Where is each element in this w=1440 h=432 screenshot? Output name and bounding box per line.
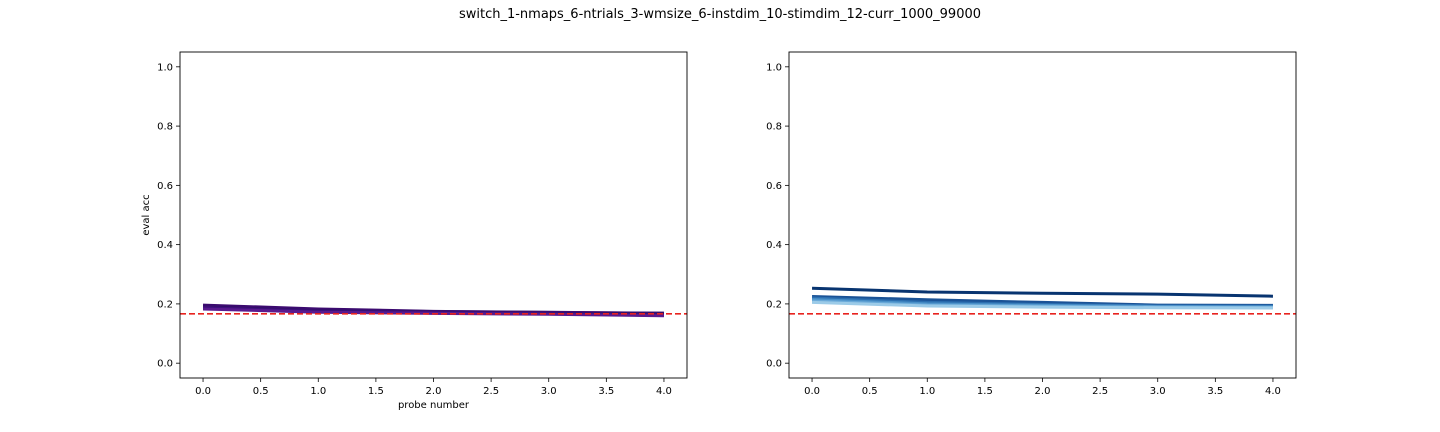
left-x-tick-label: 3.0	[541, 386, 557, 397]
right-x-tick-label: 4.0	[1265, 386, 1281, 397]
left-x-tick-label: 1.0	[310, 386, 326, 397]
right-y-tick-label: 0.6	[766, 181, 782, 192]
right-plot-panel: 0.0 0.5 1.0 1.5 2.0 2.5 3.0 3.5 4.0 0.0 0.2 0.4 0.6 0…	[766, 51, 1297, 397]
right-y-tick-label: 1.0	[766, 62, 782, 73]
left-x-tick-label: 2.0	[426, 386, 442, 397]
left-y-tick-label: 0.2	[157, 299, 173, 310]
left-y-tick-label: 1.0	[157, 62, 173, 73]
left-x-tick-label: 0.0	[195, 386, 211, 397]
left-x-tick-label: 2.5	[483, 386, 499, 397]
right-x-tick-label: 0.0	[804, 386, 820, 397]
left-y-axis-label: eval acc	[141, 194, 152, 235]
right-y-tick-label: 0.2	[766, 299, 782, 310]
figure-title: switch_1-nmaps_6-ntrials_3-wmsize_6-inst…	[458, 7, 982, 22]
left-x-tick-label: 3.5	[598, 386, 614, 397]
right-series-line-1	[811, 286, 1273, 298]
right-x-tick-label: 1.5	[977, 386, 993, 397]
right-y-tick-label: 0.8	[766, 122, 782, 133]
left-y-tick-label: 0.4	[157, 240, 173, 251]
left-x-tick-label: 4.0	[656, 386, 672, 397]
right-y-tick-label: 0.0	[766, 359, 782, 370]
right-x-tick-label: 3.5	[1207, 386, 1223, 397]
left-plot-panel: 0.0 0.5 1.0 1.5 2.0 2.5 3.0 3.5 4.0 0.0 0.2 0.4 0.6 0…	[141, 51, 688, 411]
left-x-tick-label: 1.5	[368, 386, 384, 397]
right-x-tick-label: 2.5	[1092, 386, 1108, 397]
right-series-group	[811, 286, 1273, 310]
right-x-tick-label: 3.0	[1150, 386, 1166, 397]
left-y-tick-label: 0.0	[157, 359, 173, 370]
right-x-tick-label: 0.5	[862, 386, 878, 397]
right-y-tick-label: 0.4	[766, 240, 782, 251]
left-axes-frame	[179, 51, 688, 379]
right-axes-frame	[788, 51, 1297, 379]
left-x-axis-label: probe number	[398, 400, 470, 411]
left-y-tick-label: 0.6	[157, 181, 173, 192]
right-x-tick-label: 1.0	[919, 386, 935, 397]
right-series-line-6	[811, 300, 1273, 310]
left-y-tick-label: 0.8	[157, 122, 173, 133]
right-x-tick-label: 2.0	[1035, 386, 1051, 397]
left-x-tick-label: 0.5	[253, 386, 269, 397]
